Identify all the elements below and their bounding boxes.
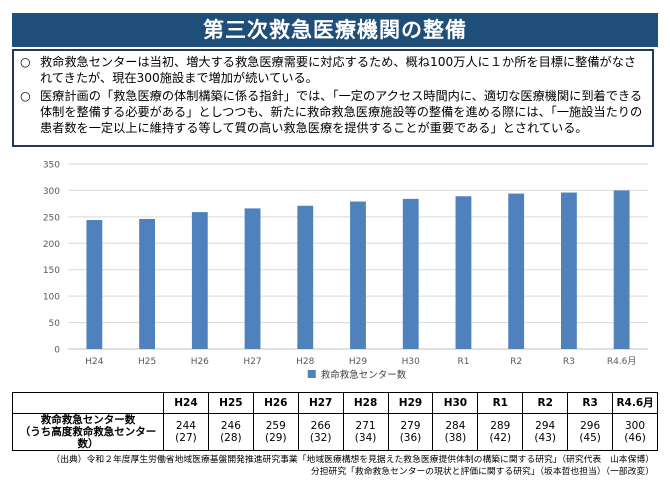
table-corner-cell bbox=[12, 392, 164, 414]
source-line-2: 分担研究「救命救急センターの現状と評価に関する研究」（坂本哲也担当）（一部改変） bbox=[310, 467, 654, 477]
bar-chart: 0 50 100 150 200 250 300 350 H24 H25 H26 H27 H28 H29 H… bbox=[12, 152, 658, 390]
center-count: 244 bbox=[175, 420, 196, 432]
table-cell: 246 (28) bbox=[207, 413, 254, 451]
y-tick-label: 350 bbox=[43, 161, 60, 171]
high-level-count: (27) bbox=[175, 432, 197, 444]
y-tick-label: 200 bbox=[43, 240, 60, 250]
bar bbox=[508, 193, 525, 349]
high-level-count: (45) bbox=[579, 432, 601, 444]
table-header-cell: H29 bbox=[387, 392, 434, 414]
table-header-cell: H26 bbox=[252, 392, 299, 414]
high-level-count: (43) bbox=[534, 432, 556, 444]
table-header-cell: R1 bbox=[477, 392, 524, 414]
table-header-cell: R3 bbox=[567, 392, 614, 414]
y-tick-label: 50 bbox=[49, 319, 61, 329]
bar bbox=[561, 192, 577, 349]
x-tick-label: R3 bbox=[563, 357, 575, 367]
row-label-line1: 救命救急センター数 bbox=[40, 414, 136, 426]
bar bbox=[86, 220, 103, 349]
table-cell: 279 (36) bbox=[387, 413, 434, 451]
center-count: 289 bbox=[490, 420, 511, 432]
bar bbox=[244, 208, 261, 349]
center-count: 246 bbox=[220, 420, 241, 432]
bar bbox=[613, 190, 630, 349]
bar bbox=[350, 201, 366, 349]
table-header-cell: H28 bbox=[342, 392, 389, 414]
bullet-item: ○ 医療計画の「救急医療の体制構築に係る指針」では、「一定のアクセス時間内に、適… bbox=[20, 88, 646, 136]
x-tick-label: H28 bbox=[296, 357, 314, 367]
description-box: ○ 救命救急センターは当初、増大する救急医療需要に対応するため、概ね100万人に… bbox=[12, 49, 654, 147]
table-row-label: 救命救急センター数 （うち高度救命救急センター数） bbox=[12, 413, 164, 451]
chart-canvas: 0 50 100 150 200 250 300 350 H24 H25 H26 H27 H28 H29 H… bbox=[43, 161, 648, 381]
center-count: 279 bbox=[400, 420, 421, 432]
center-count: 294 bbox=[535, 420, 556, 432]
bar bbox=[191, 212, 208, 349]
legend-swatch bbox=[307, 370, 316, 378]
bar bbox=[455, 196, 472, 349]
bullet-text: 救命救急センターは当初、増大する救急医療需要に対応するため、概ね100万人に１か… bbox=[40, 55, 637, 85]
y-tick-label: 300 bbox=[43, 187, 60, 197]
bar bbox=[402, 198, 419, 349]
x-tick-label: H24 bbox=[85, 357, 103, 367]
table-header-cell: R4.6月 bbox=[612, 392, 658, 414]
table-header-row: H24 H25 H26 H27 H28 H29 H30 R1 R2 R3 R4.6月 bbox=[12, 392, 658, 414]
high-level-count: (29) bbox=[264, 432, 287, 444]
table-cell: 300 (46) bbox=[612, 413, 658, 451]
table-header-cell: H24 bbox=[163, 392, 209, 414]
bar bbox=[297, 205, 314, 349]
table-header-cell: R2 bbox=[522, 392, 569, 414]
table-cell: 289 (42) bbox=[477, 413, 524, 451]
source-line-1: （出典）令和２年度厚生労働省地域医療基盤開発推進研究事業「地域医療構想を見据えた… bbox=[51, 455, 654, 465]
table-cell: 271 (34) bbox=[342, 413, 389, 451]
bullet-mark: ○ bbox=[20, 55, 31, 69]
center-count: 296 bbox=[580, 420, 601, 432]
table-cell: 284 (38) bbox=[432, 413, 479, 451]
high-level-count: (42) bbox=[489, 432, 512, 444]
bar bbox=[139, 218, 155, 349]
table-cell: 244 (27) bbox=[163, 413, 209, 451]
table-cell: 266 (32) bbox=[297, 413, 344, 451]
x-tick-label: H27 bbox=[243, 357, 261, 367]
x-tick-label: H30 bbox=[402, 357, 420, 367]
high-level-count: (34) bbox=[354, 432, 377, 444]
x-tick-label: H29 bbox=[349, 357, 367, 367]
high-level-count: (46) bbox=[624, 432, 646, 444]
table-cell: 296 (45) bbox=[567, 413, 614, 451]
x-tick-label: R2 bbox=[510, 357, 522, 367]
x-tick-label: R4.6月 bbox=[607, 356, 637, 367]
y-tick-label: 150 bbox=[43, 266, 60, 276]
table-header-cell: H25 bbox=[207, 392, 254, 414]
center-count: 284 bbox=[445, 420, 466, 432]
y-tick-label: 100 bbox=[43, 293, 60, 303]
data-table: H24 H25 H26 H27 H28 H29 H30 R1 R2 R3 R4.6月 救命救急センタ… bbox=[12, 392, 658, 451]
center-count: 271 bbox=[355, 420, 376, 432]
source-note: （出典）令和２年度厚生労働省地域医療基盤開発推進研究事業「地域医療構想を見据えた… bbox=[51, 454, 654, 478]
x-tick-label: H26 bbox=[191, 357, 209, 367]
bullet-item: ○ 救命救急センターは当初、増大する救急医療需要に対応するため、概ね100万人に… bbox=[20, 54, 646, 86]
table-cell: 259 (29) bbox=[252, 413, 299, 451]
high-level-count: (32) bbox=[309, 432, 332, 444]
center-count: 266 bbox=[310, 420, 331, 432]
high-level-count: (36) bbox=[399, 432, 422, 444]
bullet-text: 医療計画の「救急医療の体制構築に係る指針」では、「一定のアクセス時間内に、適切な… bbox=[40, 89, 643, 135]
legend-label: 救命救急センター数 bbox=[321, 369, 407, 381]
y-tick-label: 250 bbox=[43, 213, 60, 223]
table-cell: 294 (43) bbox=[522, 413, 569, 451]
row-label-line2: （うち高度救命救急センター数） bbox=[19, 426, 157, 450]
page-title: 第三次救急医療機関の整備 bbox=[12, 13, 658, 47]
high-level-count: (38) bbox=[444, 432, 467, 444]
high-level-count: (28) bbox=[220, 432, 242, 444]
x-tick-label: R1 bbox=[457, 357, 469, 367]
table-header-cell: H30 bbox=[432, 392, 479, 414]
center-count: 300 bbox=[625, 420, 646, 432]
x-tick-label: H25 bbox=[138, 357, 156, 367]
y-tick-label: 0 bbox=[54, 346, 60, 356]
center-count: 259 bbox=[265, 420, 286, 432]
table-row: 救命救急センター数 （うち高度救命救急センター数） 244 (27) 246 (28)… bbox=[12, 413, 658, 451]
table-header-cell: H27 bbox=[297, 392, 344, 414]
bullet-mark: ○ bbox=[20, 89, 31, 103]
